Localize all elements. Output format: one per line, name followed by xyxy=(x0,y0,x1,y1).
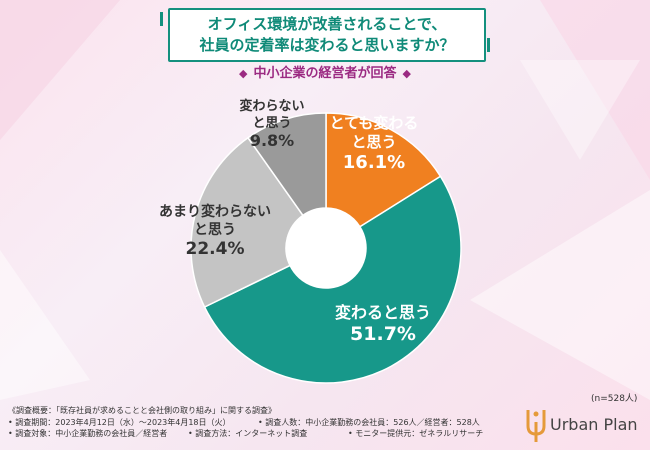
chart-title-line-1: オフィス環境が改善されることで、 xyxy=(207,15,447,33)
footer-item-method: • 調査方法：インターネット調査 xyxy=(188,429,308,438)
survey-footer: 《調査概要：「既存社員が求めることと会社側の取り組み」に関する調査》 • 調査期… xyxy=(8,405,483,440)
chart-title-box: オフィス環境が改善されることで、 社員の定着率は変わると思いますか？ xyxy=(168,8,486,62)
footer-item-target: • 調査対象：中小企業勤務の会社員／経営者 xyxy=(8,429,168,438)
slice-label-text: と思う xyxy=(252,116,291,131)
slice-label-text: 変わると思う xyxy=(335,303,431,322)
subtitle-text: 中小企業の経営者が回答 xyxy=(253,66,397,81)
slice-label-text: と思う xyxy=(351,133,396,151)
slice-value-label: 16.1% xyxy=(343,152,405,173)
slice-label-text: とても変わる xyxy=(330,114,419,132)
slice-label-text: 変わらない xyxy=(239,98,304,114)
footer-item-provider: • モニター提供元：ゼネラルリサーチ xyxy=(348,429,484,438)
logo-text: Urban Plan xyxy=(550,415,638,434)
slice-value-label: 51.7% xyxy=(350,323,416,345)
footer-item-period: • 調査期間：2023年4月12日（水）～2023年4月18日（火） xyxy=(8,417,231,427)
slice-value-label: 9.8% xyxy=(250,131,294,150)
title-left-tick xyxy=(160,12,163,26)
slice-value-label: 22.4% xyxy=(186,239,245,259)
diamond-icon: ◆ xyxy=(239,67,248,80)
diamond-icon: ◆ xyxy=(402,67,411,80)
footer-item-respondents: • 調査人数：中小企業勤務の会社員：526人／経営者：528人 xyxy=(258,417,480,427)
chart-title-line-2: 社員の定着率は変わると思いますか？ xyxy=(199,36,455,54)
footer-overview: 《調査概要：「既存社員が求めることと会社側の取り組み」に関する調査》 xyxy=(8,406,276,415)
slice-label-text: と思う xyxy=(194,222,236,238)
slice-label-text: あまり変わらない xyxy=(159,203,271,220)
sample-size-label: (n=528人) xyxy=(591,394,638,404)
donut-hole xyxy=(286,208,366,288)
title-right-tick xyxy=(487,38,490,52)
chart-subtitle: ◆ 中小企業の経営者が回答 ◆ xyxy=(0,62,650,81)
urban-plan-logo-icon xyxy=(526,410,546,442)
